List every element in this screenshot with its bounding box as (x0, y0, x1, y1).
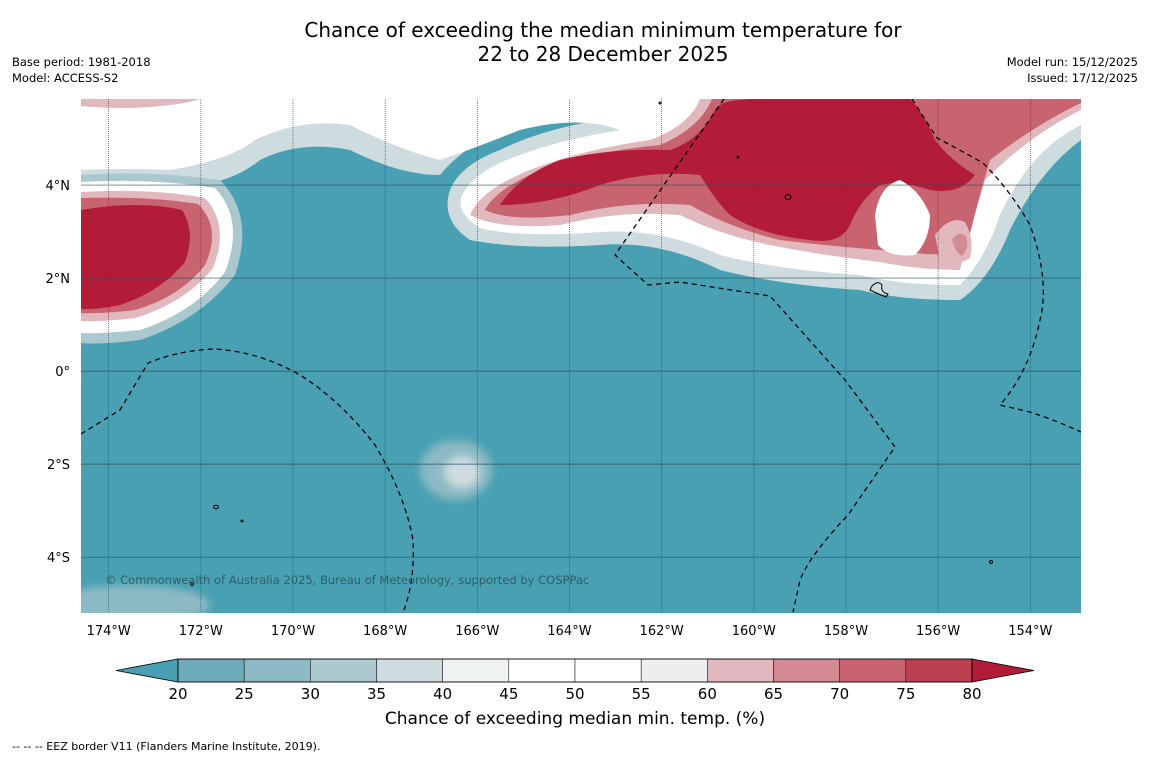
islands (190, 101, 993, 586)
lat-tick-label: 0° (55, 365, 70, 380)
copyright-text: © Commonwealth of Australia 2025, Bureau… (105, 573, 589, 587)
colorbar-segment (177, 658, 245, 683)
base-period-text: Base period: 1981-2018 (12, 55, 151, 69)
map-title-line1: Chance of exceeding the median minimum t… (304, 18, 902, 42)
lon-tick-label: 170°W (271, 624, 315, 639)
colorbar-extend-high (971, 658, 1035, 683)
colorbar-tick-label: 55 (632, 685, 651, 703)
run-info: Model run: 15/12/2025 Issued: 17/12/2025 (1007, 54, 1138, 86)
eez-border-east (911, 99, 1081, 433)
graticule (81, 99, 1081, 613)
model-text: Model: ACCESS-S2 (12, 71, 119, 85)
lon-tick-label: 158°W (824, 624, 868, 639)
lat-tick-label: 4°S (47, 551, 70, 566)
colorbar-tick-label: 25 (235, 685, 254, 703)
colorbar-tick-label: 45 (499, 685, 518, 703)
colorbar-tick-label: 40 (433, 685, 452, 703)
lon-tick-label: 156°W (916, 624, 960, 639)
island (869, 282, 889, 298)
lat-tick-label: 2°S (47, 458, 70, 473)
band-deep-red (500, 99, 975, 241)
lon-tick-label: 166°W (455, 624, 499, 639)
pink-patch-155w-core (952, 233, 968, 256)
colorbar-tick-label: 50 (565, 685, 584, 703)
colorbar-outline (177, 658, 973, 683)
light-patch-sw (81, 585, 210, 613)
island (736, 155, 740, 159)
colorbar-tick-label: 80 (962, 685, 981, 703)
eez-border-west (81, 348, 414, 611)
issued-text: Issued: 17/12/2025 (1027, 71, 1138, 85)
lon-tick-label: 154°W (1008, 624, 1052, 639)
colorbar-tick-label: 65 (764, 685, 783, 703)
colorbar: 20 25 30 35 40 45 50 55 60 65 70 75 80 (115, 658, 1035, 703)
map-plot-area: © Commonwealth of Australia 2025, Bureau… (81, 99, 1081, 613)
colorbar-extend-low (115, 658, 179, 683)
island (240, 519, 244, 523)
lon-tick-label: 172°W (179, 624, 223, 639)
pink-corner-nw (81, 99, 200, 108)
lon-tick-label: 164°W (547, 624, 591, 639)
island (658, 101, 662, 105)
map-canvas: © Commonwealth of Australia 2025, Bureau… (46, 99, 1081, 703)
colorbar-segment (442, 658, 510, 683)
colorbar-segment (905, 658, 973, 683)
warm-anomaly-shading (81, 99, 1081, 344)
colorbar-tick-label: 35 (367, 685, 386, 703)
lon-tick-label: 162°W (640, 624, 684, 639)
colorbar-segment (707, 658, 774, 683)
west-deep-red (81, 205, 190, 310)
lon-tick-label: 174°W (87, 624, 131, 639)
colorbar-tick-label: 60 (698, 685, 717, 703)
colorbar-segment (574, 658, 642, 683)
colorbar-segment (310, 658, 377, 683)
colorbar-tick-label: 30 (301, 685, 320, 703)
lat-tick-label: 4°N (46, 179, 71, 194)
model-run-text: Model run: 15/12/2025 (1006, 55, 1138, 69)
island (213, 504, 219, 510)
colorbar-segment (839, 658, 907, 683)
colorbar-segment (376, 658, 443, 683)
colorbar-segment (243, 658, 311, 683)
colorbar-segment (508, 658, 576, 683)
lon-tick-label: 168°W (363, 624, 407, 639)
base-info: Base period: 1981-2018 Model: ACCESS-S2 (12, 54, 151, 86)
colorbar-tick-label: 20 (168, 685, 187, 703)
colorbar-label: Chance of exceeding median min. temp. (%… (384, 709, 766, 729)
white-pocket (875, 180, 930, 256)
map-title-line2: 22 to 28 December 2025 (477, 42, 729, 66)
island (784, 194, 792, 200)
colorbar-tick-label: 75 (896, 685, 915, 703)
light-patch-south (420, 440, 492, 500)
eez-borders (81, 99, 1081, 613)
eez-footnote: -- -- -- EEZ border V11 (Flanders Marine… (12, 740, 321, 753)
map-title: Chance of exceeding the median minimum t… (0, 18, 1150, 66)
colorbar-segment (773, 658, 840, 683)
island (190, 582, 194, 586)
lat-tick-label: 2°N (46, 272, 71, 287)
island (989, 560, 993, 564)
eez-border-central (614, 99, 896, 613)
axis-tick-labels: 174°W 172°W 170°W 168°W 166°W 164°W 162°W 160°W… (46, 179, 1053, 639)
lon-tick-label: 160°W (732, 624, 776, 639)
colorbar-tick-label: 70 (830, 685, 849, 703)
colorbar-segment (640, 658, 708, 683)
